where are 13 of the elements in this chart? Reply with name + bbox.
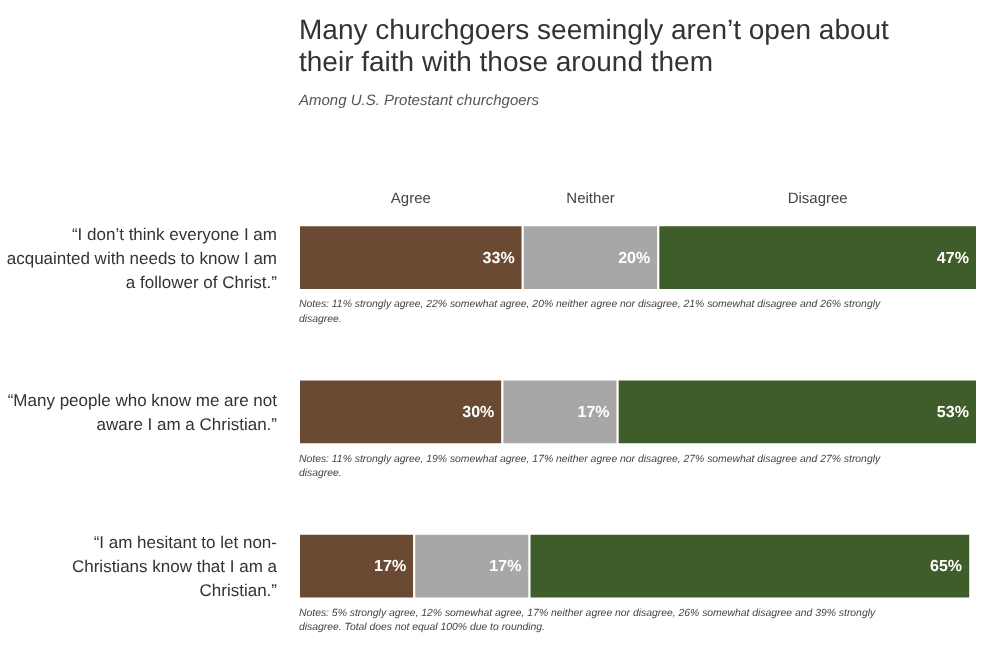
y-tick-label: “I am hesitant to let non-Christians know that I am a Christian.” (71, 532, 278, 601)
chart-title: Many churchgoers seemingly aren’t open about their faith with those around them (299, 13, 890, 77)
data-label: 30% (462, 402, 495, 421)
y-tick-label: “I don’t think everyone I am acquainted with needs to know I am a follower of Christ.” (6, 223, 278, 292)
data-label: 17% (489, 557, 522, 576)
data-label: 53% (936, 402, 969, 421)
data-label: 17% (577, 402, 610, 421)
data-label: 47% (936, 248, 969, 267)
data-label: 33% (482, 248, 515, 267)
y-tick-label: “Many people who know me are not aware I am a Christian.” (7, 389, 279, 434)
data-label: 65% (930, 557, 963, 576)
data-label: 17% (374, 557, 407, 576)
data-label: 20% (618, 248, 651, 267)
